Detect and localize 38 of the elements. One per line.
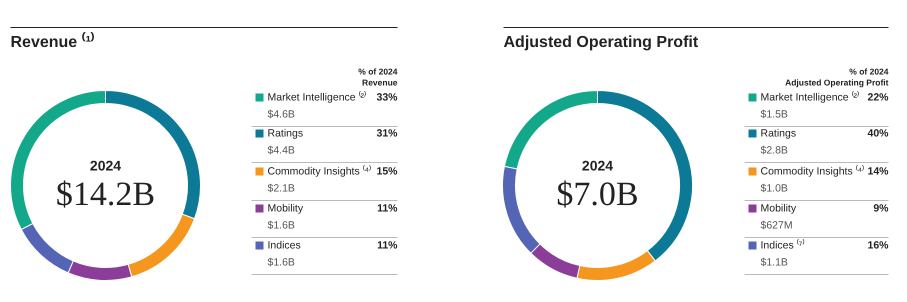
- text: $14.2B: [56, 176, 156, 213]
- data-label: 33%: [376, 92, 398, 104]
- legend-label: Commodity Insights ⁽⁴⁾: [760, 164, 864, 178]
- text: $627M: [760, 220, 793, 232]
- text: $2.8B: [760, 144, 788, 156]
- text: $1.6B: [268, 256, 295, 268]
- legend-label: Market Intelligence ⁽²⁾: [760, 90, 860, 104]
- text: $4.6B: [268, 108, 295, 120]
- text: % of 2024 Adjusted Operating Profit: [785, 66, 889, 88]
- data-label: 22%: [867, 92, 890, 104]
- text: 2024: [90, 158, 122, 174]
- text: $1.1B: [760, 256, 788, 268]
- legend-label: Mobility: [268, 202, 304, 214]
- legend-label: Indices: [268, 240, 301, 252]
- data-label: 14%: [867, 166, 890, 178]
- data-label: 11%: [377, 202, 398, 214]
- text: $1.0B: [760, 182, 788, 194]
- chart-title: Revenue ⁽¹⁾: [10, 32, 95, 51]
- legend-label: Ratings: [760, 128, 796, 140]
- text: $1.6B: [268, 220, 295, 232]
- data-label: 31%: [376, 128, 398, 140]
- text: $7.0B: [556, 176, 639, 213]
- data-label: 16%: [867, 240, 890, 252]
- chart-title: Adjusted Operating Profit: [504, 34, 699, 51]
- data-label: 40%: [867, 128, 890, 140]
- data-label: 11%: [377, 240, 398, 252]
- data-label: 9%: [873, 202, 890, 214]
- legend-label: Ratings: [268, 128, 304, 140]
- text: 2024: [582, 158, 614, 174]
- text: $4.4B: [268, 144, 295, 156]
- legend-label: Market Intelligence ⁽²⁾: [268, 90, 366, 104]
- text: % of 2024 Revenue: [358, 66, 398, 88]
- text: $1.5B: [760, 108, 788, 120]
- data-label: 15%: [376, 166, 398, 178]
- legend-label: Mobility: [760, 202, 797, 214]
- legend-label: Indices ⁽⁷⁾: [760, 238, 804, 252]
- legend-label: Commodity Insights ⁽⁴⁾: [268, 164, 372, 178]
- text: $2.1B: [268, 182, 295, 194]
